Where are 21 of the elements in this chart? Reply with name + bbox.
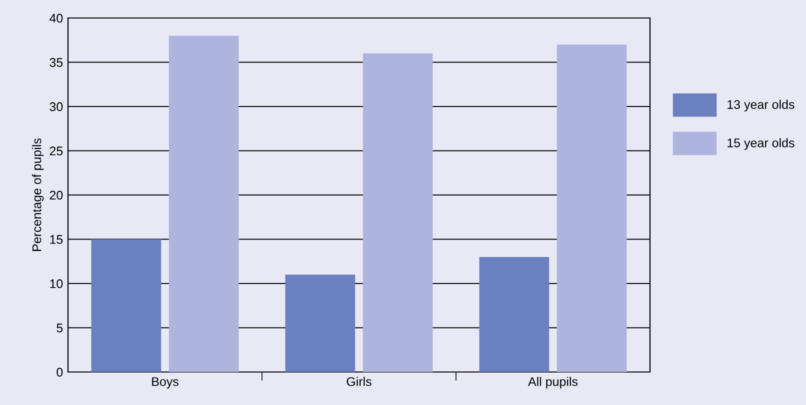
x-tick-label: All pupils	[528, 376, 578, 389]
x-tick-label: Boys	[152, 377, 178, 389]
bar	[285, 274, 356, 372]
y-tick-label: 5	[56, 324, 63, 332]
bar	[91, 239, 162, 372]
legend-label: 13 year olds	[728, 100, 794, 112]
y-tick-label: 10	[50, 279, 63, 288]
y-tick-label: 40	[50, 14, 63, 23]
bar	[168, 36, 239, 372]
y-tick-label: 20	[50, 190, 63, 200]
y-tick-label: 15	[50, 235, 63, 244]
y-tick-label: 35	[50, 58, 63, 67]
y-tick-label: 30	[50, 102, 63, 112]
bar	[362, 53, 433, 372]
y-tick-label: 0	[56, 368, 63, 377]
x-tick-label: Girls	[346, 376, 372, 386]
y-tick-label: 25	[50, 146, 63, 156]
bar	[479, 256, 550, 372]
y-axis-title: Percentage of pupils	[32, 138, 44, 251]
bar	[556, 44, 627, 372]
legend-label: 15 year olds	[728, 138, 794, 150]
